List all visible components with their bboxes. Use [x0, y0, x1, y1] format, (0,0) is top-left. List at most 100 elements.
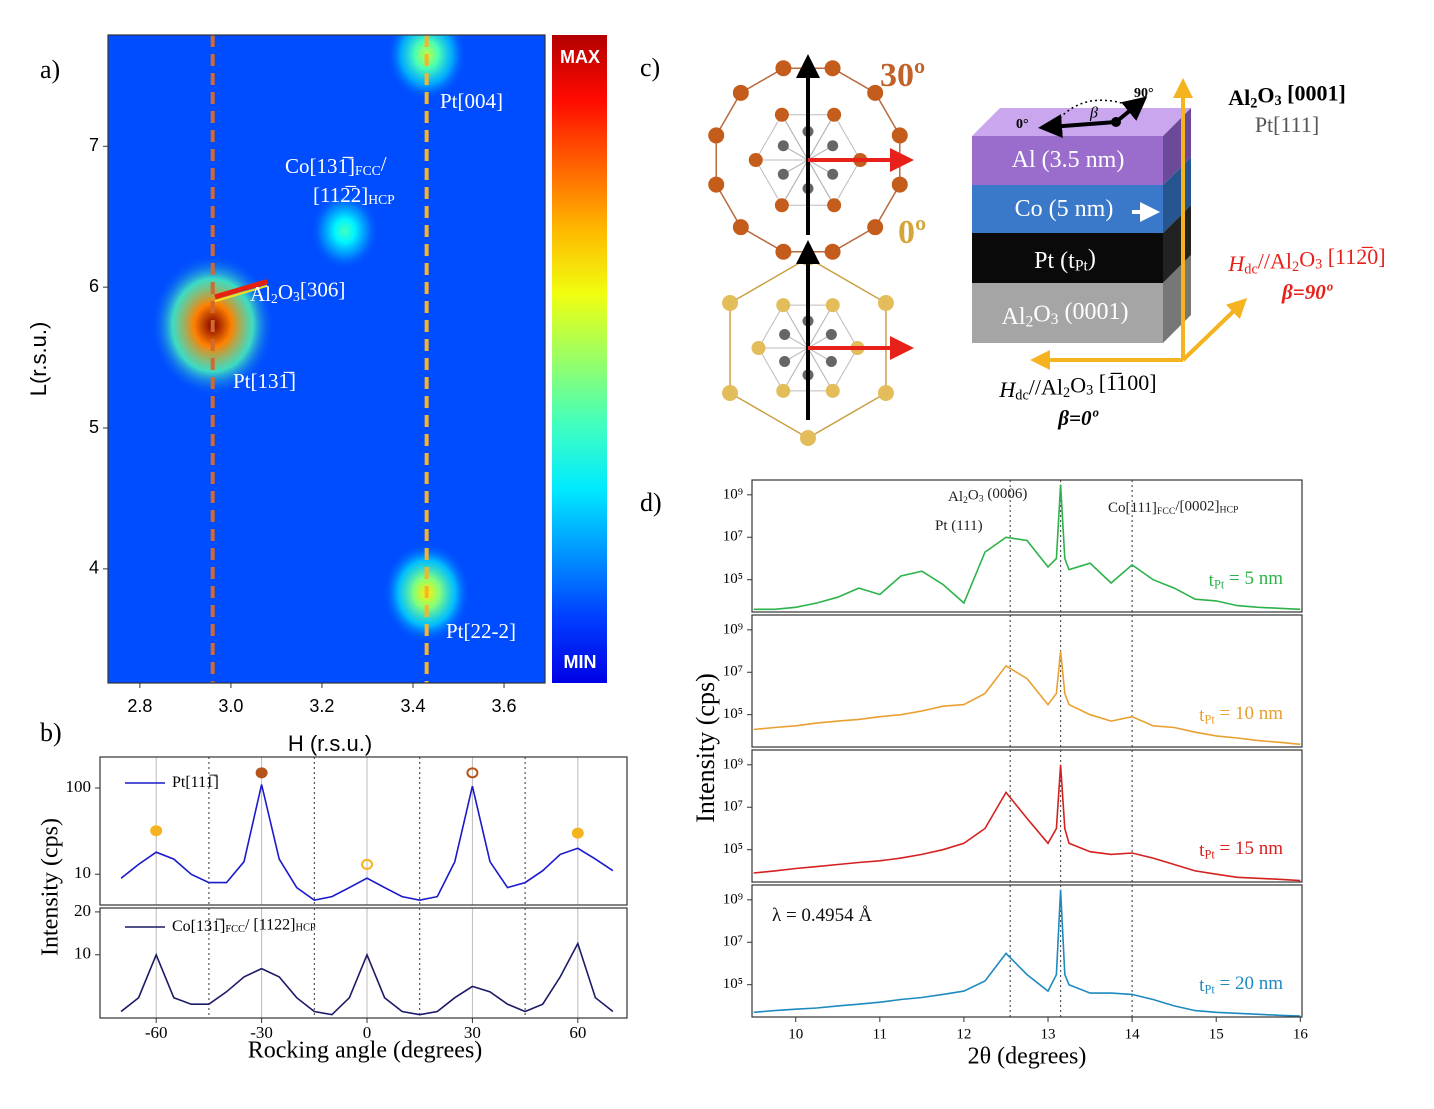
y-tick-label: 10⁵	[723, 976, 743, 992]
text-run: O	[968, 488, 979, 504]
text-run: O	[1257, 83, 1274, 108]
plot-area	[108, 35, 545, 683]
atom	[825, 329, 837, 340]
atom	[708, 176, 725, 193]
x-tick-label: 11	[873, 1026, 887, 1042]
atom	[779, 356, 791, 367]
text-run: Pt	[1075, 257, 1089, 274]
atom	[891, 127, 908, 144]
annotation: λ = 0.4954 Å	[772, 905, 872, 926]
x-tick-label: 2.8	[127, 696, 152, 716]
text-run: [306]	[300, 277, 346, 301]
bond	[833, 114, 861, 161]
legend-label: tPt = 10 nm	[1199, 703, 1283, 726]
atom	[777, 168, 789, 180]
text-run: 3	[1315, 257, 1322, 273]
text-run: Co (5 nm)	[1015, 196, 1114, 222]
y-tick-label: 10	[74, 944, 91, 963]
axis-label: Hdc//Al2O3 [112̅0]	[1227, 244, 1385, 277]
marker	[255, 767, 268, 779]
y-axis-label: Intensity (cps)	[691, 673, 720, 822]
text-run: 3	[979, 494, 984, 505]
intensity-spot	[310, 191, 379, 270]
text-run: O	[278, 280, 293, 304]
text-run: Al	[250, 282, 271, 306]
text-run: //Al	[1029, 375, 1063, 400]
plot-frame	[751, 884, 1303, 1018]
bond	[755, 159, 783, 206]
atom	[751, 341, 766, 355]
text-run: 0]	[1367, 244, 1385, 269]
atom	[825, 356, 837, 367]
atom	[867, 219, 884, 236]
plot-area	[753, 750, 1301, 882]
text-run: ]	[348, 154, 355, 178]
plot-frame	[107, 34, 546, 684]
text-run: H	[998, 377, 1016, 402]
pivot	[1111, 117, 1121, 127]
text-run: Pt	[1204, 713, 1215, 727]
chart: MAX MIN 4 5 6 7 2.8 3.0 3.2 3.4 3.6 H (r.s.u.) L(r.s…	[26, 34, 607, 756]
bond	[807, 159, 835, 206]
annotation: Co[111]FCC/[0002]HCP	[1108, 499, 1239, 517]
text-run: FCC	[225, 925, 245, 936]
annotation: Pt (111)	[935, 518, 983, 534]
angle-label: 0°	[1016, 117, 1029, 132]
x-tick-label: 3.4	[400, 696, 425, 716]
text-run: 2	[1026, 313, 1034, 330]
legend-label: Co[131̅]FCC/ [1122]HCP	[172, 916, 316, 936]
text-run: FCC	[355, 163, 381, 178]
y-axis-label: L(r.s.u.)	[26, 322, 51, 397]
chart: Pt[111̅] 10 100 Intensity (cps) b)	[38, 718, 628, 956]
y-tick-label: 5	[89, 417, 99, 437]
x-tick-label: 14	[1125, 1026, 1141, 1042]
annotation: Pt[004]	[440, 89, 503, 113]
y-tick-label: 10⁹	[723, 756, 743, 772]
axis-arrow	[1181, 298, 1248, 362]
layer	[972, 185, 1163, 233]
y-tick-label: 10⁷	[723, 664, 743, 680]
marker	[466, 767, 479, 779]
bond	[807, 347, 834, 392]
atom	[825, 383, 840, 398]
text-run: Pt[13	[233, 369, 279, 393]
text-run: O	[1033, 301, 1050, 327]
colorbar	[552, 35, 607, 683]
plot-area	[120, 908, 614, 1018]
x-tick-label: 30	[464, 1023, 481, 1042]
legend-label: tPt = 5 nm	[1209, 568, 1284, 591]
atom	[824, 60, 841, 77]
bond	[807, 114, 835, 161]
text-run: Al	[1228, 85, 1250, 110]
panel-label: a)	[40, 55, 60, 84]
text-run: Pt[22-2]	[446, 619, 516, 643]
angle-label: β	[1089, 105, 1098, 122]
atom	[774, 198, 789, 213]
x-tick-label: 13	[1041, 1026, 1056, 1042]
y-tick-label: 10⁹	[723, 621, 743, 637]
text-run: t	[1199, 705, 1205, 726]
text-run: 2	[963, 495, 968, 506]
annotation: Al2O3[306]	[250, 277, 345, 306]
x-tick-label: 15	[1209, 1026, 1224, 1042]
y-tick-label: 10⁵	[723, 706, 743, 722]
atom	[732, 219, 749, 236]
bond	[781, 159, 809, 206]
legend-label: tPt = 15 nm	[1199, 838, 1283, 861]
colorbar-label: MAX	[560, 47, 600, 67]
x-tick-label: 3.6	[492, 696, 517, 716]
atom	[779, 329, 791, 340]
legend-label: tPt = 20 nm	[1199, 973, 1283, 996]
y-tick-label: 10	[74, 863, 91, 882]
text-run: Co[13	[172, 918, 212, 935]
bond	[755, 114, 783, 161]
y-tick-label: 10⁷	[723, 934, 743, 950]
text-run: 2	[271, 291, 278, 306]
angle-label: 90°	[1134, 86, 1154, 101]
panel-label: c)	[640, 53, 660, 82]
axis-label: β=0º	[1057, 406, 1098, 430]
text-run: Pt	[1204, 983, 1215, 997]
text-run: 2	[1250, 96, 1257, 112]
x-tick-label: -30	[250, 1023, 273, 1042]
